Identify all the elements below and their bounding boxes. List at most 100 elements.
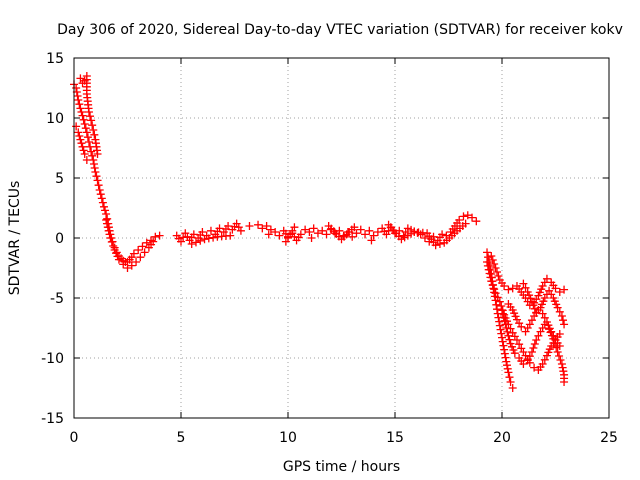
data-point [495, 317, 504, 326]
data-point [527, 348, 536, 356]
data-point [512, 336, 521, 344]
data-point [501, 320, 510, 329]
data-point [367, 236, 376, 245]
data-point [508, 384, 517, 392]
data-point [538, 360, 547, 368]
data-point [284, 234, 292, 242]
data-point [81, 124, 90, 133]
data-point [136, 253, 145, 262]
data-point [106, 234, 115, 242]
series-quiet-period [172, 211, 481, 246]
data-point [226, 231, 235, 240]
data-point [503, 327, 512, 336]
data-point [553, 303, 562, 312]
data-point [88, 151, 97, 160]
data-point [245, 222, 254, 230]
data-point [119, 260, 128, 269]
chart-title: Day 306 of 2020, Sidereal Day-to-day VTE… [57, 22, 623, 38]
data-point [82, 128, 91, 137]
data-point [483, 261, 492, 270]
data-point [95, 186, 104, 194]
data-point [491, 289, 500, 298]
data-point [104, 226, 113, 235]
data-point [123, 264, 132, 272]
data-point [534, 331, 543, 340]
data-point [435, 240, 444, 248]
data-point [200, 235, 209, 244]
data-point [258, 224, 267, 233]
data-point [84, 108, 93, 116]
data-point [498, 333, 506, 342]
data-point [352, 229, 361, 238]
data-point [557, 312, 566, 320]
data-point [558, 363, 567, 372]
data-point [519, 279, 528, 288]
data-point [78, 111, 87, 120]
data-point [525, 352, 534, 361]
data-point [155, 231, 164, 240]
data-point [107, 238, 116, 246]
data-point [536, 327, 545, 336]
data-point [149, 237, 158, 246]
data-point [468, 213, 477, 222]
data-point [290, 223, 299, 232]
series-quiet-period-scatter [187, 219, 470, 250]
data-point [92, 172, 101, 181]
data-point [530, 340, 539, 348]
data-point [484, 265, 493, 274]
data-point [129, 249, 138, 258]
data-point [538, 309, 547, 318]
data-point [527, 316, 536, 325]
data-point [369, 231, 378, 240]
data-point [76, 104, 85, 113]
data-point [555, 342, 564, 350]
data-point [529, 344, 538, 352]
data-point [519, 360, 528, 368]
data-point [483, 248, 492, 257]
data-point [75, 132, 84, 140]
data-point [204, 234, 213, 243]
data-point [500, 282, 509, 290]
data-point [547, 290, 556, 299]
x-tick-label: 0 [70, 430, 79, 446]
data-point [77, 108, 86, 116]
data-point [532, 336, 541, 344]
data-point [490, 285, 499, 294]
data-point [77, 139, 86, 148]
data-point [555, 307, 564, 316]
data-point [488, 281, 497, 290]
x-tick-label: 15 [386, 430, 404, 446]
data-point [542, 274, 551, 283]
data-point [521, 327, 530, 336]
data-point [499, 313, 508, 322]
data-point [540, 355, 549, 364]
data-point [307, 234, 316, 242]
data-point [547, 327, 556, 336]
data-point [431, 241, 440, 250]
data-point [487, 252, 496, 260]
data-point [89, 126, 98, 134]
data-point [560, 320, 569, 329]
data-point [72, 122, 81, 131]
data-point [461, 219, 470, 228]
data-point [486, 273, 495, 282]
data-point [72, 84, 81, 92]
data-point [503, 364, 512, 373]
data-point [493, 293, 502, 302]
data-point [198, 228, 207, 236]
data-point [438, 230, 447, 239]
data-point [313, 229, 322, 238]
data-point [560, 378, 569, 386]
data-point [463, 211, 472, 220]
data-point [551, 284, 560, 293]
data-point [491, 264, 500, 272]
data-point [505, 335, 514, 344]
x-tick-label: 25 [600, 430, 618, 446]
data-point [84, 138, 93, 146]
data-point [196, 236, 205, 245]
data-point [103, 223, 112, 232]
data-point [523, 356, 532, 365]
data-point [350, 223, 359, 232]
data-point [529, 301, 538, 310]
